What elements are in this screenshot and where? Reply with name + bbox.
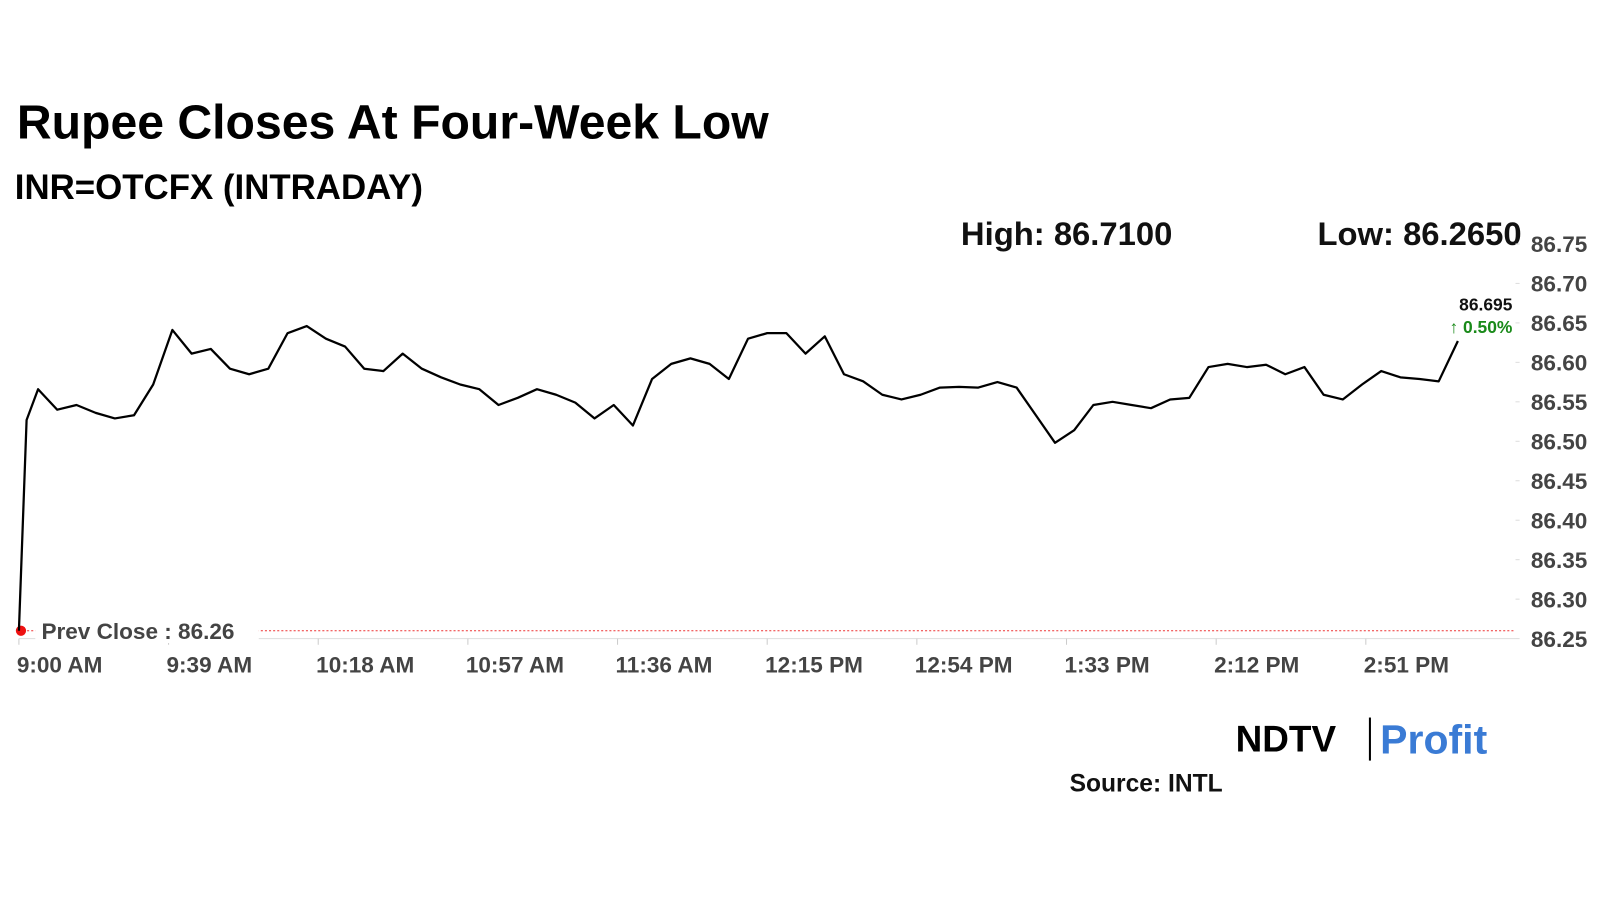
x-tick-label: 2:12 PM <box>1214 652 1299 677</box>
x-tick-label: 1:33 PM <box>1064 652 1149 677</box>
chart-subtitle: INR=OTCFX (INTRADAY) <box>15 168 423 207</box>
y-tick-label: 86.50 <box>1531 429 1587 454</box>
prev-close-bg <box>35 616 259 644</box>
y-tick-label: 86.60 <box>1531 351 1587 376</box>
y-tick-label: 86.45 <box>1531 469 1587 494</box>
x-tick-label: 9:00 AM <box>17 652 103 677</box>
y-tick-label: 86.25 <box>1531 627 1587 652</box>
brand-ndtv: NDTV <box>1236 718 1337 759</box>
y-tick-label: 86.35 <box>1531 548 1587 573</box>
low-label: Low: 86.2650 <box>1317 215 1521 252</box>
x-tick-label: 12:54 PM <box>915 652 1013 677</box>
y-tick-label: 86.75 <box>1531 232 1587 257</box>
y-tick-label: 86.65 <box>1531 311 1587 336</box>
x-tick-label: 10:18 AM <box>316 652 414 677</box>
y-tick-label: 86.40 <box>1531 508 1587 533</box>
x-tick-label: 12:15 PM <box>765 652 863 677</box>
high-label: High: 86.7100 <box>961 215 1172 252</box>
last-value-label: 86.695 <box>1459 295 1513 315</box>
prev-close-dot <box>15 625 27 636</box>
y-tick-label: 86.70 <box>1531 272 1587 297</box>
prev-close-label: Prev Close : 86.26 <box>41 619 234 644</box>
chart-title: Rupee Closes At Four-Week Low <box>17 95 769 149</box>
change-label: ↑ 0.50% <box>1450 317 1513 337</box>
brand-profit: Profit <box>1380 716 1487 762</box>
y-tick-label: 86.55 <box>1531 390 1587 415</box>
x-tick-label: 11:36 AM <box>615 652 712 677</box>
y-tick-label: 86.30 <box>1531 587 1587 612</box>
x-tick-label: 9:39 AM <box>167 652 253 677</box>
source: Source: INTL <box>1070 770 1223 797</box>
x-tick-label: 10:57 AM <box>466 652 564 677</box>
x-tick-label: 2:51 PM <box>1364 652 1449 677</box>
price-line <box>17 324 1459 631</box>
